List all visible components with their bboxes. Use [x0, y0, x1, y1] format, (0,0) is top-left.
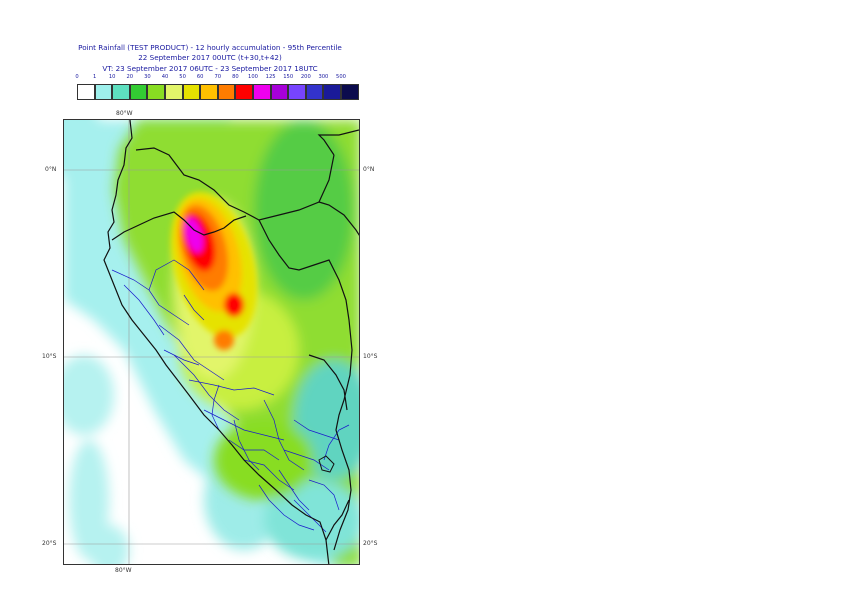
- legend-swatch: [323, 84, 341, 100]
- legend-swatch: [94, 84, 113, 100]
- legend-tick-label: 150: [283, 74, 294, 80]
- legend-tick-label: 200: [300, 74, 311, 80]
- legend-swatch: [288, 84, 306, 100]
- lat-label-s10-right: 10°S: [363, 353, 378, 360]
- legend-tick-label: 60: [196, 74, 204, 80]
- legend-tick-label: 40: [161, 74, 169, 80]
- rainfall-map[interactable]: 80°W: [63, 119, 360, 565]
- legend-tick-label: 500: [336, 74, 346, 80]
- graticule: [64, 120, 359, 564]
- legend-tick-label: 125: [265, 74, 276, 80]
- legend-swatch: [165, 84, 183, 100]
- legend-tick-label: 100: [248, 74, 258, 80]
- lat-label-eq-left: 0°N: [45, 166, 57, 173]
- legend-tick-label: 30: [144, 74, 151, 80]
- legend-swatch: [217, 84, 236, 100]
- run-time: 22 September 2017 00UTC (t+30,t+42): [138, 53, 282, 62]
- lon-label-top-outer: 80°W: [116, 110, 133, 117]
- legend-swatch: [147, 84, 165, 100]
- lat-label-s10-left: 10°S: [42, 353, 57, 360]
- legend-swatch: [77, 84, 95, 100]
- legend-swatch: [235, 84, 253, 100]
- lon-label-bottom: 80°W: [115, 567, 132, 574]
- legend-swatch: [200, 84, 218, 100]
- map-title: Point Rainfall (TEST PRODUCT) - 12 hourl…: [78, 43, 342, 52]
- legend-swatch: [129, 84, 148, 100]
- legend-tick-label: 10: [108, 74, 116, 80]
- lat-label-s20-right: 20°S: [363, 540, 378, 547]
- region-boundaries: [111, 259, 350, 533]
- legend-tick-label: 50: [179, 74, 186, 80]
- lat-label-eq-right: 0°N: [363, 166, 375, 173]
- country-borders: [103, 120, 359, 564]
- legend-swatch: [341, 84, 359, 100]
- legend-tick-label: 70: [214, 74, 222, 80]
- legend-tick-label: 300: [318, 74, 329, 80]
- legend-swatch: [305, 84, 324, 100]
- legend-tick-label: 1: [92, 74, 97, 80]
- legend-tick-label: 20: [126, 74, 134, 80]
- legend-tick-label: 80: [232, 74, 239, 80]
- legend-tick-label: 0: [75, 74, 79, 80]
- legend-swatch: [182, 84, 201, 100]
- legend-swatch: [253, 84, 271, 100]
- valid-time: VT: 23 September 2017 06UTC - 23 Septemb…: [102, 64, 318, 73]
- map-canvas: [64, 120, 359, 564]
- legend-swatch: [270, 84, 289, 100]
- legend-swatch: [112, 84, 130, 100]
- lat-label-s20-left: 20°S: [42, 540, 57, 547]
